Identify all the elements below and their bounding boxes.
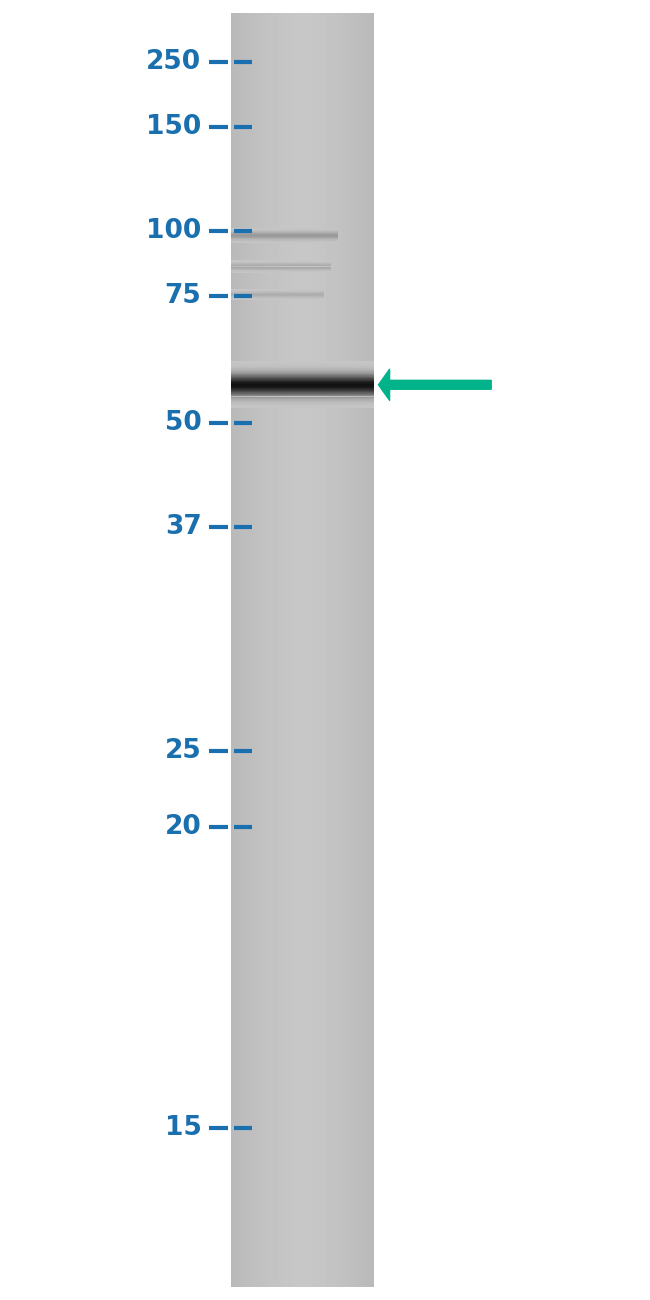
Text: 15: 15: [164, 1115, 202, 1141]
Text: 75: 75: [164, 283, 202, 309]
Text: 25: 25: [164, 738, 202, 764]
Text: 50: 50: [164, 410, 202, 436]
Text: 100: 100: [146, 218, 202, 244]
Text: 37: 37: [164, 514, 202, 540]
Text: 20: 20: [164, 814, 202, 840]
Text: 150: 150: [146, 114, 202, 140]
Text: 250: 250: [146, 49, 202, 75]
